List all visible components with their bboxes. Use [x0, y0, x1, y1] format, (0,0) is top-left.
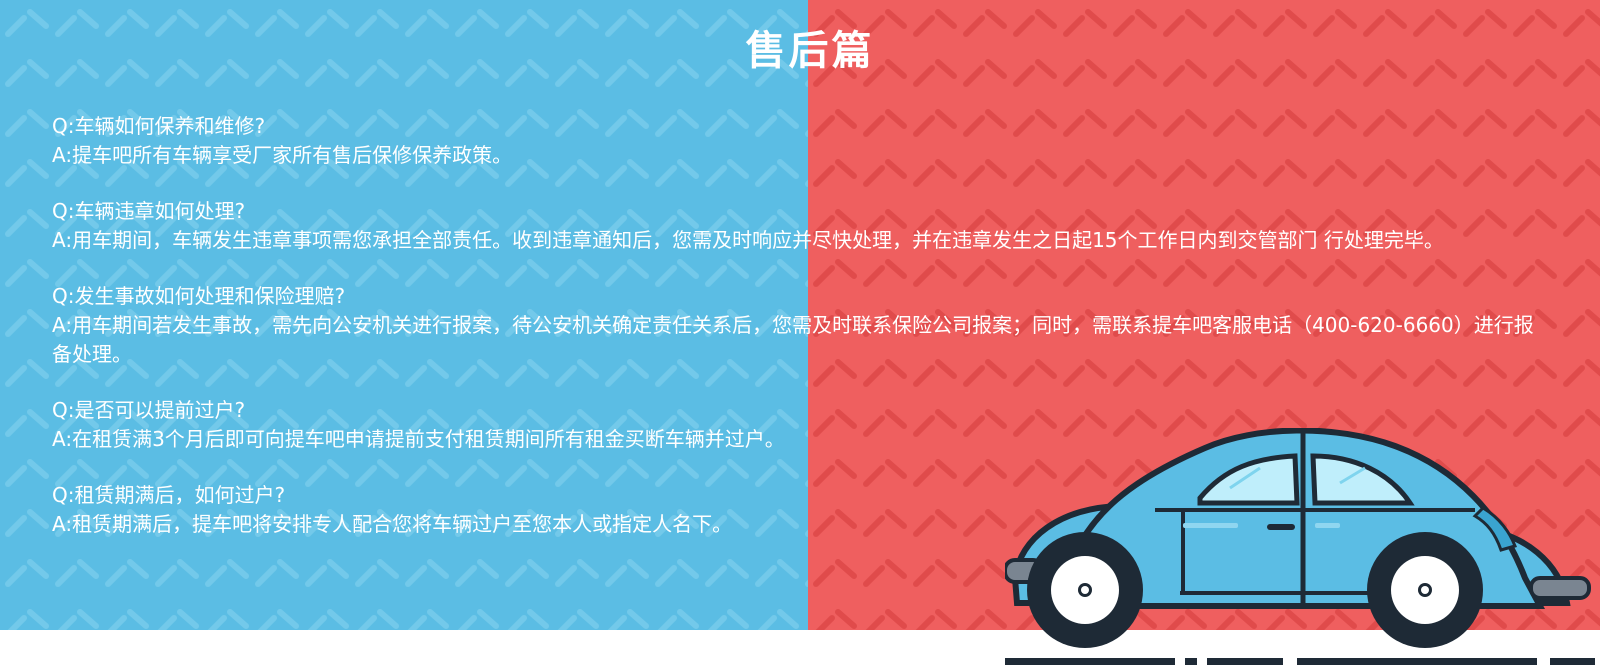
faq-question: Q:发生事故如何处理和保险理赔? [52, 284, 346, 308]
left-panel-background [0, 0, 808, 630]
faq-list: Q:车辆如何保养和维修? A:提车吧所有车辆享受厂家所有售后保修保养政策。 Q:… [52, 112, 1542, 566]
faq-question: Q:车辆如何保养和维修? [52, 114, 266, 138]
faq-question: Q:租赁期满后，如何过户? [52, 483, 286, 507]
diamond-plate-pattern [0, 0, 808, 630]
faq-answer: A:用车期间，车辆发生违章事项需您承担全部责任。收到违章通知后，您需及时响应并尽… [52, 228, 1444, 252]
faq-item: Q:是否可以提前过户? A:在租赁满3个月后即可向提车吧申请提前支付租赁期间所有… [52, 396, 1542, 454]
faq-item: Q:车辆如何保养和维修? A:提车吧所有车辆享受厂家所有售后保修保养政策。 [52, 112, 1542, 170]
car-icon [1005, 428, 1595, 665]
page-title: 售后篇 [745, 28, 875, 74]
faq-question: Q:是否可以提前过户? [52, 398, 246, 422]
faq-answer: A:租赁期满后，提车吧将安排专人配合您将车辆过户至您本人或指定人名下。 [52, 512, 733, 536]
faq-answer: A:在租赁满3个月后即可向提车吧申请提前支付租赁期间所有租金买断车辆并过户。 [52, 427, 785, 451]
faq-answer: A:用车期间若发生事故，需先向公安机关进行报案，待公安机关确定责任关系后，您需及… [52, 313, 1534, 366]
faq-item: Q:租赁期满后，如何过户? A:租赁期满后，提车吧将安排专人配合您将车辆过户至您… [52, 481, 1542, 539]
faq-answer: A:提车吧所有车辆享受厂家所有售后保修保养政策。 [52, 143, 513, 167]
faq-item: Q:发生事故如何处理和保险理赔? A:用车期间若发生事故，需先向公安机关进行报案… [52, 282, 1542, 369]
faq-question: Q:车辆违章如何处理? [52, 199, 246, 223]
faq-item: Q:车辆违章如何处理? A:用车期间，车辆发生违章事项需您承担全部责任。收到违章… [52, 197, 1542, 255]
